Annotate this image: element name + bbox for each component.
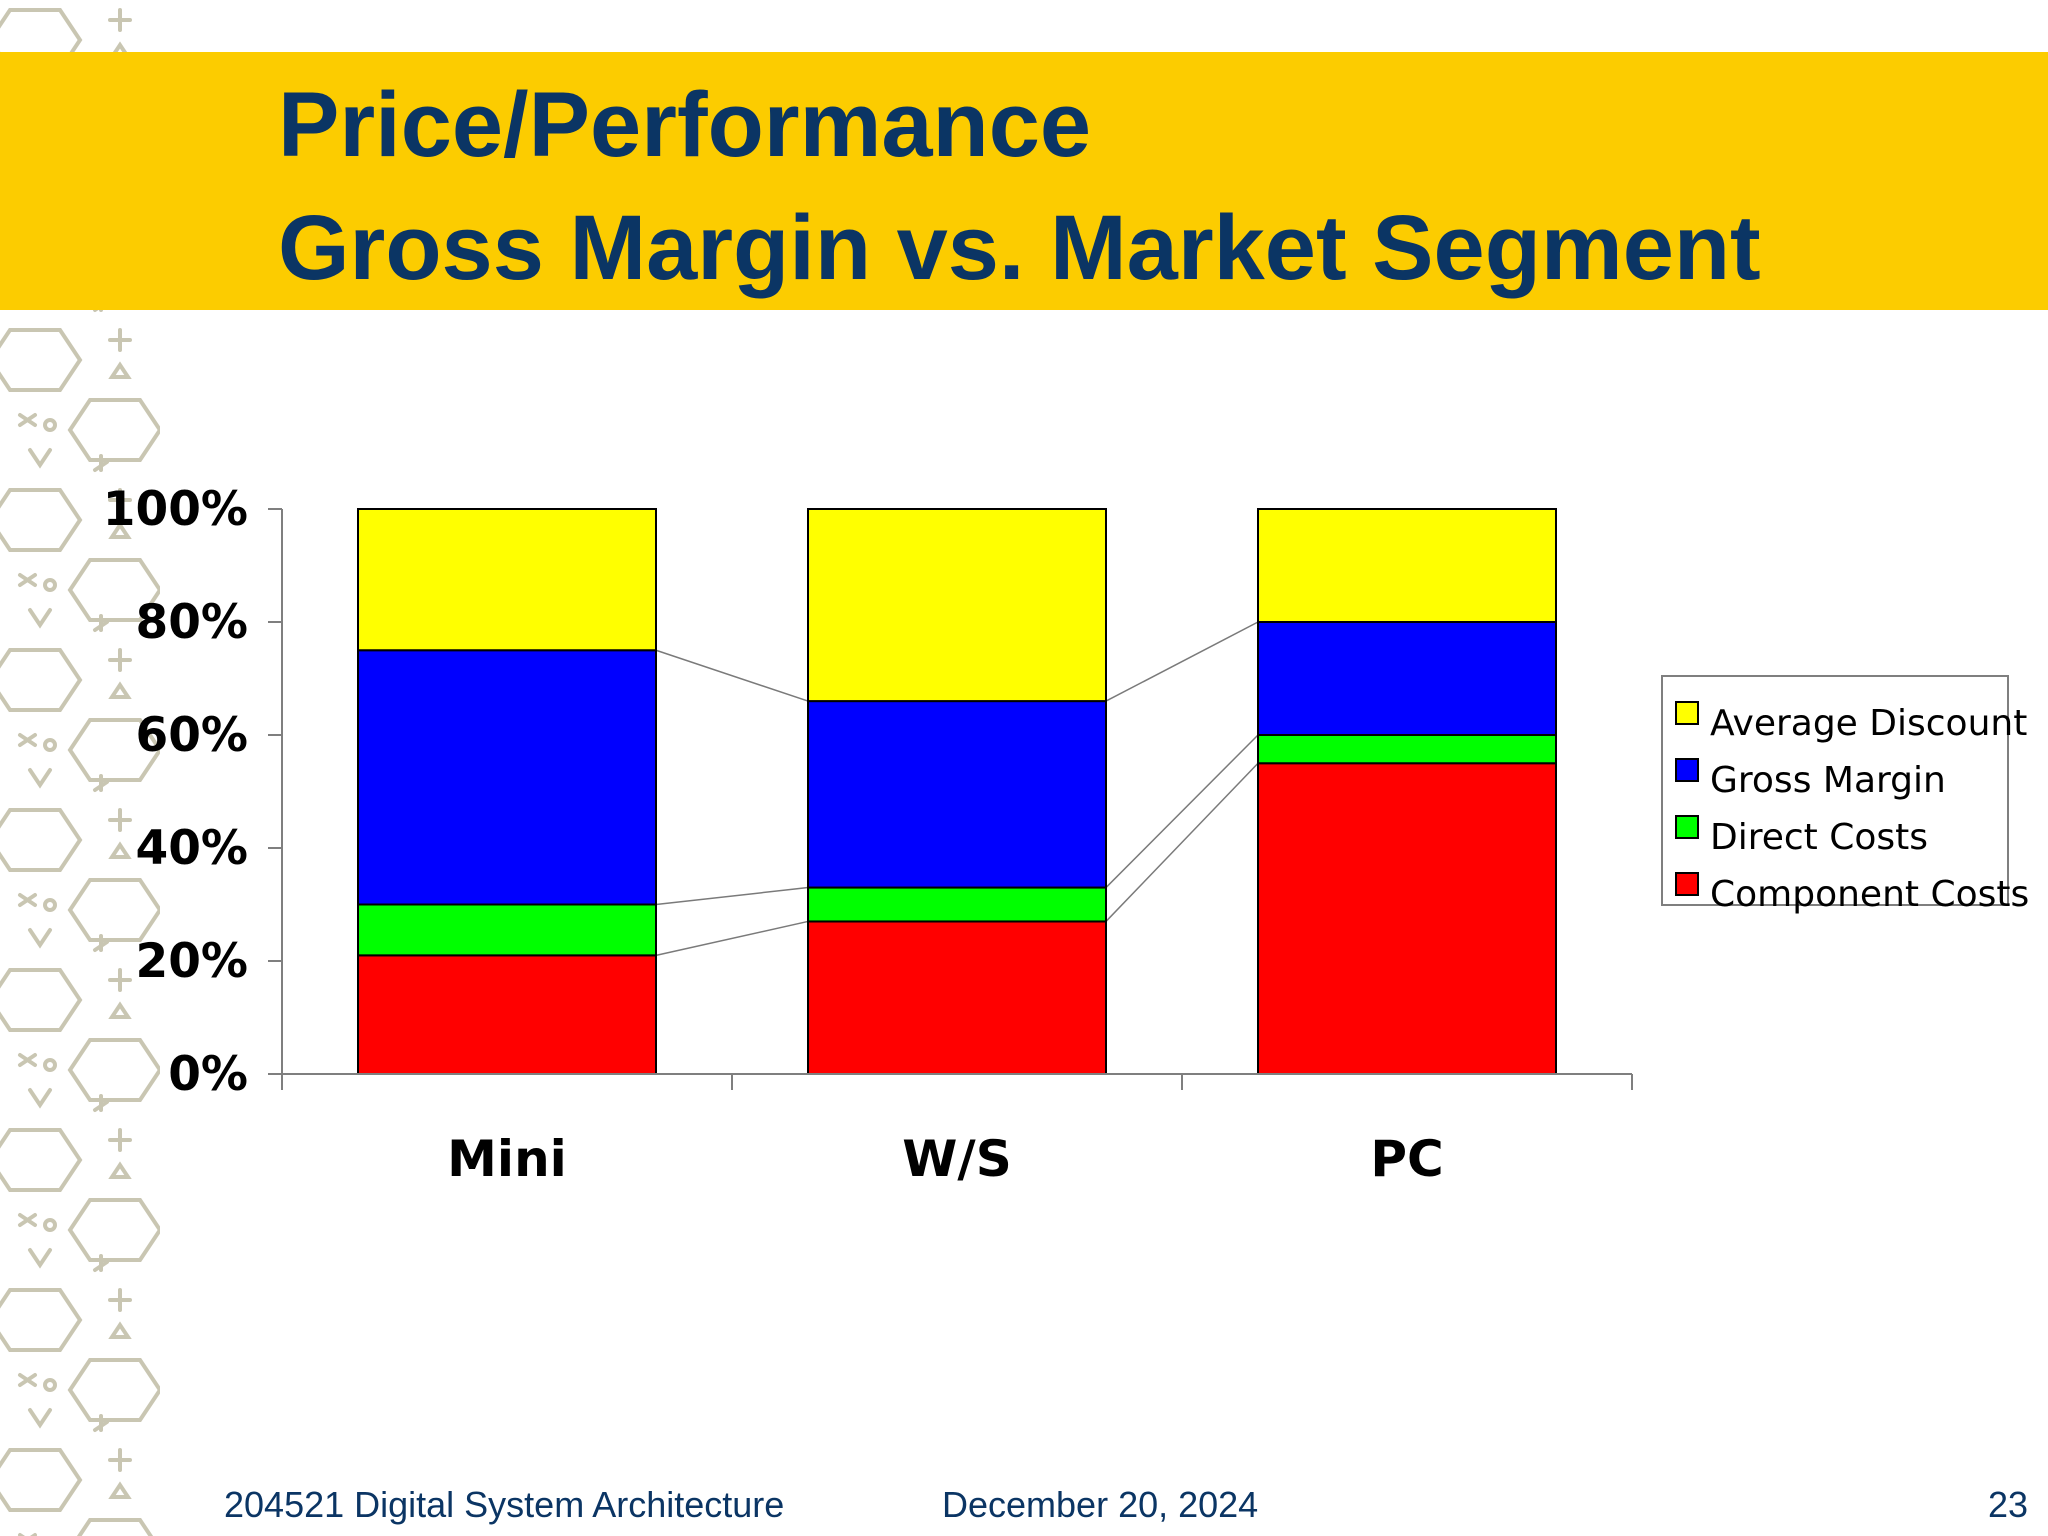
bar-mini-gross-margin <box>357 649 657 906</box>
y-axis-tick-labels: 0% 20% 40% 60% 80% 100% <box>103 482 248 1102</box>
chart-legend: Average Discount Gross Margin Direct Costs… <box>1661 675 2029 915</box>
slide-title-line-2: Gross Margin vs. Market Segment <box>278 197 1761 299</box>
legend-label-gross-margin: Gross Margin <box>1710 760 1946 801</box>
legend-label-average-discount: Average Discount <box>1710 703 2027 744</box>
title-banner <box>0 52 2048 310</box>
bar-stacks <box>357 508 1557 1076</box>
bar-mini-average-discount <box>357 508 657 652</box>
legend-box <box>1661 675 2009 906</box>
slide-title-line-1: Price/Performance <box>278 74 1092 176</box>
bar-w-s-gross-margin <box>807 700 1107 889</box>
connector-line <box>1105 621 1259 702</box>
footer-page-number: 23 <box>1987 1484 2028 1525</box>
bar-w-s-component-costs <box>807 920 1107 1076</box>
footer-course-name: 204521 Digital System Architecture <box>224 1484 785 1525</box>
y-tick-label: 40% <box>136 821 249 876</box>
series-connector-lines <box>655 621 1259 957</box>
x-category-label-mini: Mini <box>447 1130 567 1188</box>
y-tick-label: 80% <box>136 595 249 650</box>
legend-label-direct-costs: Direct Costs <box>1710 817 1928 858</box>
y-tick-label: 100% <box>103 482 248 537</box>
connector-line <box>1105 734 1259 889</box>
bar-mini-direct-costs <box>357 903 657 957</box>
x-category-label-pc: PC <box>1370 1130 1443 1188</box>
bar-pc-component-costs <box>1257 762 1557 1075</box>
legend-label-component-costs: Component Costs <box>1710 874 2029 915</box>
bar-pc-gross-margin <box>1257 621 1557 736</box>
connector-line <box>655 886 809 906</box>
chart-axes <box>268 508 1633 1090</box>
y-tick-label: 60% <box>136 708 249 763</box>
y-tick-label: 0% <box>168 1047 248 1102</box>
bar-w-s-average-discount <box>807 508 1107 703</box>
legend-swatch-component-costs <box>1675 872 1699 896</box>
bar-pc-average-discount <box>1257 508 1557 623</box>
x-axis-category-labels: Mini W/S PC <box>447 1130 1443 1188</box>
y-tick-label: 20% <box>136 934 249 989</box>
bar-mini-component-costs <box>357 954 657 1075</box>
x-category-label-w-s: W/S <box>902 1130 1011 1188</box>
connector-line <box>1105 762 1259 922</box>
legend-swatch-direct-costs <box>1675 815 1699 839</box>
bar-w-s-direct-costs <box>807 886 1107 923</box>
connector-line <box>655 649 809 702</box>
connector-line <box>655 920 809 957</box>
bar-pc-direct-costs <box>1257 734 1557 765</box>
legend-swatch-gross-margin <box>1675 758 1699 782</box>
legend-swatch-average-discount <box>1675 701 1699 725</box>
footer-date: December 20, 2024 <box>942 1484 1259 1525</box>
